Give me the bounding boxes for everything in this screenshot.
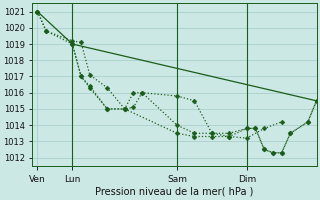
X-axis label: Pression niveau de la mer( hPa ): Pression niveau de la mer( hPa ) [95, 187, 253, 197]
